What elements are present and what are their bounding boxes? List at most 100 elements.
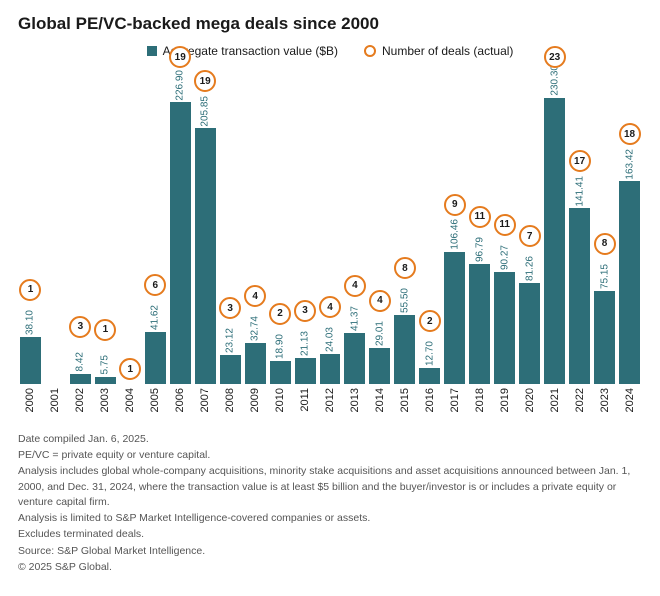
bar-column: 226.9019 [168, 86, 193, 384]
bar-value-label: 38.10 [25, 307, 36, 335]
bar-column: 41.626 [143, 86, 168, 384]
bar-column: 141.4117 [567, 86, 592, 384]
bar-column: 96.7911 [467, 86, 492, 384]
deal-count-marker: 1 [19, 279, 41, 301]
bar [344, 333, 365, 384]
x-axis-year: 2011 [299, 388, 311, 412]
x-axis-year: 2002 [74, 388, 86, 412]
bar-value-label: 23.12 [225, 325, 236, 353]
deal-count-marker: 3 [294, 300, 316, 322]
x-axis-year: 2007 [199, 388, 211, 412]
bar [519, 283, 540, 384]
deal-count-marker: 9 [444, 194, 466, 216]
footer-notes: Date compiled Jan. 6, 2025. PE/VC = priv… [18, 432, 642, 575]
bar-column: 55.508 [392, 86, 417, 384]
deal-count-marker: 18 [619, 123, 641, 145]
legend-circle-label: Number of deals (actual) [382, 44, 513, 58]
bar-value-label: 8.42 [75, 349, 86, 371]
bar-value-label: 55.50 [399, 285, 410, 313]
deal-count-marker: 1 [119, 358, 141, 380]
bar-value-label: 106.46 [449, 216, 460, 250]
bar-column: 41.374 [342, 86, 367, 384]
deal-count-marker: 11 [469, 206, 491, 228]
bar [245, 343, 266, 384]
bar-column: 75.15 8 [592, 86, 617, 384]
x-axis-year: 2018 [474, 388, 486, 412]
deal-count-marker: 1 [94, 319, 116, 341]
bar-value-label: 141.41 [574, 173, 585, 207]
footer-line: Source: S&P Global Market Intelligence. [18, 544, 642, 559]
x-axis-year: 2003 [99, 388, 111, 412]
legend-item-circle: Number of deals (actual) [364, 44, 513, 58]
bar [95, 377, 116, 384]
bar-column: 21.13 3 [293, 86, 318, 384]
bar-column: 230.3023 [542, 86, 567, 384]
bar-column: 81.26 7 [517, 86, 542, 384]
x-axis-year: 2019 [499, 388, 511, 412]
bar [20, 337, 41, 384]
bar-swatch-icon [147, 46, 157, 56]
bar-column: 23.12 3 [218, 86, 243, 384]
x-axis-year: 2006 [174, 388, 186, 412]
bar-column: 8.423 [68, 86, 93, 384]
deal-count-marker: 7 [519, 225, 541, 247]
bar [295, 358, 316, 384]
bar [619, 181, 640, 384]
x-axis-year: 2008 [224, 388, 236, 412]
bar-column [43, 86, 68, 384]
bar-column: 32.74 4 [243, 86, 268, 384]
deal-count-marker: 4 [244, 285, 266, 307]
bar-value-label: 18.90 [275, 331, 286, 359]
deal-count-marker: 19 [194, 70, 216, 92]
deal-count-marker: 17 [569, 150, 591, 172]
deal-count-marker: 8 [594, 233, 616, 255]
bar-value-label: 75.15 [599, 261, 610, 289]
x-axis-year: 2012 [324, 388, 336, 412]
circle-swatch-icon [364, 45, 376, 57]
bar-value-label: 90.27 [499, 242, 510, 270]
bar-column: 38.10 1 [18, 86, 43, 384]
bar [195, 128, 216, 384]
bar-value-label: 41.62 [150, 302, 161, 330]
bar-value-label: 12.70 [424, 338, 435, 366]
x-axis-year: 2009 [249, 388, 261, 412]
deal-count-marker: 4 [369, 290, 391, 312]
bar [594, 291, 615, 384]
bar-value-label: 32.74 [250, 313, 261, 341]
x-axis-year: 2022 [574, 388, 586, 412]
x-axis-year: 2021 [549, 388, 561, 412]
x-axis-year: 2010 [274, 388, 286, 412]
x-axis-year: 2023 [599, 388, 611, 412]
deal-count-marker: 4 [319, 296, 341, 318]
x-axis-year: 2001 [49, 388, 61, 412]
deal-count-marker: 19 [169, 46, 191, 68]
bar [369, 348, 390, 384]
bar-column: 12.70 2 [417, 86, 442, 384]
deal-count-marker: 3 [219, 297, 241, 319]
bar [394, 315, 415, 384]
bar [544, 98, 565, 384]
x-axis-year: 2020 [524, 388, 536, 412]
bar-value-label: 24.03 [324, 324, 335, 352]
bar-column: 18.90 2 [268, 86, 293, 384]
bar-value-label: 81.26 [524, 253, 535, 281]
x-axis-year: 2024 [624, 388, 636, 412]
x-axis-year: 2015 [399, 388, 411, 412]
bar-value-label: 205.85 [200, 93, 211, 127]
x-axis-year: 2004 [124, 388, 136, 412]
deal-count-marker: 11 [494, 214, 516, 236]
footer-line: Date compiled Jan. 6, 2025. [18, 432, 642, 447]
deal-count-marker: 2 [419, 310, 441, 332]
x-axis-year: 2014 [374, 388, 386, 412]
footer-line: © 2025 S&P Global. [18, 560, 642, 575]
deal-count-marker: 2 [269, 303, 291, 325]
footer-line: Excludes terminated deals. [18, 527, 642, 542]
bar [270, 361, 291, 384]
bar-column: 1 [118, 86, 143, 384]
bar-value-label: 21.13 [300, 328, 311, 356]
x-axis-year: 2013 [349, 388, 361, 412]
bar-value-label: 5.75 [100, 352, 111, 374]
bar [170, 102, 191, 384]
x-axis-labels: 2000200120022003200420052006200720082009… [18, 384, 642, 424]
bar-column: 163.4218 [617, 86, 642, 384]
